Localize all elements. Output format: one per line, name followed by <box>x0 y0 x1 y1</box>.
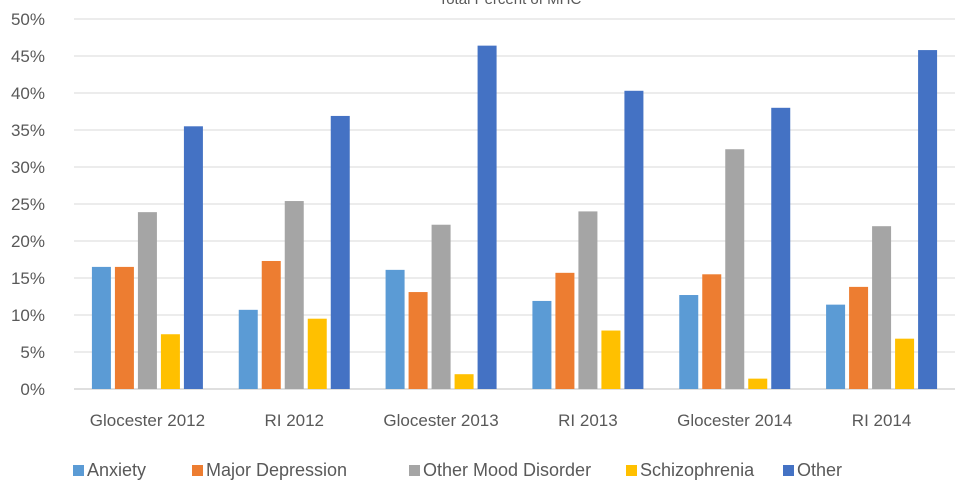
bar <box>679 295 699 389</box>
bar <box>826 304 846 389</box>
legend-swatch <box>192 465 203 476</box>
legend-swatch <box>73 465 84 476</box>
y-tick-label: 5% <box>20 343 45 362</box>
bar <box>183 126 203 390</box>
bar <box>532 300 552 389</box>
legend-swatch <box>783 465 794 476</box>
legend-label: Other <box>797 460 842 480</box>
bar <box>771 107 791 390</box>
y-axis-ticks: 0% 5% 10% 15% 20% 25% 30% 35% 40% 45% 50% <box>11 10 45 399</box>
x-tick-label: Glocester 2014 <box>677 411 792 430</box>
bar <box>408 292 428 389</box>
y-tick-label: 15% <box>11 269 45 288</box>
x-axis-ticks: Glocester 2012 RI 2012 Glocester 2013 RI 20… <box>90 411 912 430</box>
bar <box>330 115 350 389</box>
bar <box>748 378 768 389</box>
bar <box>238 309 258 389</box>
bar <box>555 272 575 389</box>
bar <box>261 260 281 389</box>
bars <box>91 45 938 390</box>
chart-title: Total Percent of MHC <box>439 0 582 8</box>
legend-label: Other Mood Disorder <box>423 460 591 480</box>
bar <box>578 211 598 389</box>
bar <box>307 318 327 389</box>
legend: Anxiety Major Depression Other Mood Disord… <box>73 460 842 480</box>
bar <box>137 212 157 389</box>
bar <box>477 45 497 389</box>
x-tick-label: RI 2013 <box>558 411 618 430</box>
y-tick-label: 0% <box>20 380 45 399</box>
bar <box>431 224 451 389</box>
bar <box>725 149 745 389</box>
bar <box>918 50 938 389</box>
x-tick-label: Glocester 2012 <box>90 411 205 430</box>
bar <box>114 266 134 389</box>
y-tick-label: 30% <box>11 158 45 177</box>
x-tick-label: Glocester 2013 <box>383 411 498 430</box>
bar <box>91 266 111 389</box>
legend-label: Anxiety <box>87 460 146 480</box>
gridlines <box>74 18 955 390</box>
legend-swatch <box>626 465 637 476</box>
y-tick-label: 20% <box>11 232 45 251</box>
y-tick-label: 25% <box>11 195 45 214</box>
bar <box>849 286 869 389</box>
legend-swatch <box>409 465 420 476</box>
bar <box>385 269 405 389</box>
bar <box>284 201 304 389</box>
bar <box>702 274 722 389</box>
y-tick-label: 45% <box>11 47 45 66</box>
y-tick-label: 10% <box>11 306 45 325</box>
legend-label: Major Depression <box>206 460 347 480</box>
legend-label: Schizophrenia <box>640 460 755 480</box>
bar <box>624 90 644 389</box>
x-tick-label: RI 2012 <box>264 411 324 430</box>
bar <box>160 334 180 389</box>
x-tick-label: RI 2014 <box>852 411 912 430</box>
y-tick-label: 35% <box>11 121 45 140</box>
y-tick-label: 50% <box>11 10 45 29</box>
bar <box>872 226 892 389</box>
y-tick-label: 40% <box>11 84 45 103</box>
bar <box>895 338 915 389</box>
bar <box>454 374 474 389</box>
bar <box>601 330 621 389</box>
